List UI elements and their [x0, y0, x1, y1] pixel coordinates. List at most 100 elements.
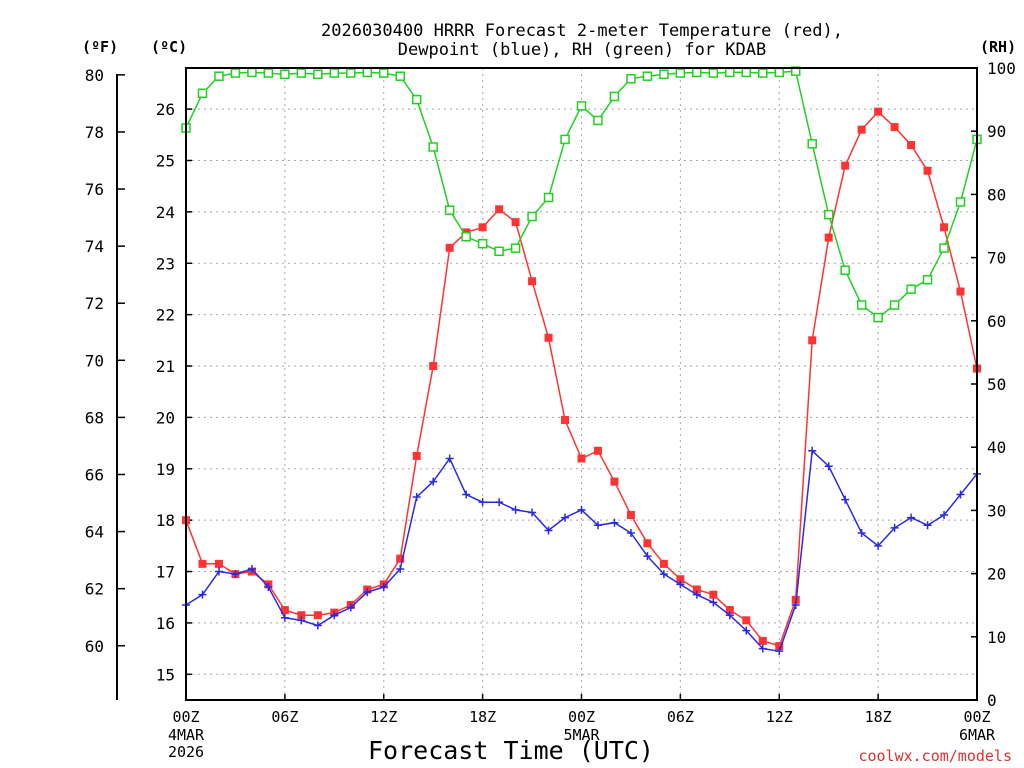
rh-point — [263, 68, 274, 78]
temperature-point — [841, 161, 850, 170]
rh-point — [527, 211, 537, 222]
temperature-point — [676, 575, 685, 584]
temperature-point — [478, 223, 487, 232]
temperature-point — [297, 611, 306, 620]
rh-series — [181, 66, 982, 323]
temperature-point — [511, 218, 520, 227]
temperature-point — [874, 107, 883, 116]
dewpoint-point — [198, 590, 207, 599]
temperature-point — [808, 336, 817, 345]
celsius-tick-label: 24 — [156, 203, 175, 222]
temperature-point — [709, 590, 718, 599]
rh-point — [593, 115, 603, 126]
rh-point — [395, 71, 405, 81]
fahrenheit-tick-label: 76 — [85, 180, 104, 199]
rh-point — [626, 73, 636, 84]
dewpoint-point — [742, 626, 751, 635]
fahrenheit-tick-label: 64 — [85, 523, 104, 542]
dewpoint-point — [445, 454, 454, 463]
rh-point — [889, 300, 900, 310]
temperature-point — [907, 141, 916, 150]
celsius-tick-label: 25 — [156, 151, 175, 170]
fahrenheit-tick-label: 74 — [85, 237, 104, 256]
dewpoint-point — [528, 508, 537, 517]
dewpoint-point — [643, 552, 652, 561]
rh-point — [477, 238, 488, 249]
dewpoint-point — [363, 588, 372, 597]
temperature-point — [692, 585, 701, 594]
rh-point — [362, 67, 373, 78]
rh-point — [411, 94, 422, 105]
rh-point — [543, 192, 554, 203]
rh-tick-label: 70 — [987, 249, 1006, 268]
x-axis-title: Forecast Time (UTC) — [368, 736, 654, 765]
celsius-tick-label: 26 — [156, 100, 175, 119]
date-tick-label: 5MAR — [563, 726, 600, 744]
rh-point — [379, 68, 389, 78]
rh-tick-label: 0 — [987, 691, 997, 710]
rh-point — [840, 265, 850, 275]
dewpoint-point — [297, 616, 306, 625]
temperature-point — [742, 616, 751, 625]
rh-point — [692, 67, 702, 78]
rh-tick-label: 100 — [987, 59, 1016, 78]
temperature-point — [412, 451, 421, 460]
dewpoint-point — [412, 493, 421, 502]
dewpoint-point — [247, 564, 256, 573]
rh-point — [807, 139, 817, 149]
rh-point — [939, 243, 949, 253]
dewpoint-point — [676, 580, 685, 589]
dewpoint-point — [841, 495, 850, 504]
temperature-point — [923, 166, 932, 175]
dewpoint-point — [824, 462, 833, 471]
temperature-point — [198, 559, 207, 568]
rh-point — [642, 71, 653, 81]
time-tick-label: 00Z — [568, 708, 595, 726]
rh-point — [329, 68, 340, 78]
temperature-point — [593, 446, 602, 455]
celsius-tick-label: 23 — [156, 254, 175, 273]
rh-point — [444, 205, 455, 215]
rh-tick-label: 50 — [987, 375, 1006, 394]
rh-point — [214, 71, 224, 81]
fahrenheit-tick-label: 72 — [85, 294, 104, 313]
rh-tick-label: 60 — [987, 312, 1006, 331]
rh-point — [758, 68, 768, 78]
rh-point — [823, 209, 834, 220]
temperature-point — [643, 539, 652, 548]
rh-point — [461, 231, 471, 242]
temperature-point — [659, 559, 668, 568]
fahrenheit-tick-label: 80 — [85, 66, 104, 85]
dewpoint-point — [626, 529, 635, 538]
rh-point — [906, 284, 916, 294]
temperature-line — [185, 110, 978, 647]
temperature-point — [577, 454, 586, 463]
dewpoint-point — [956, 490, 965, 499]
dewpoint-point — [808, 446, 817, 455]
rh-tick-label: 80 — [987, 185, 1006, 204]
rh-tick-label: 30 — [987, 501, 1006, 520]
dewpoint-point — [610, 518, 619, 527]
dewpoint-point — [775, 647, 784, 656]
temperature-point — [857, 125, 866, 134]
time-tick-label: 00Z — [172, 708, 199, 726]
dewpoint-point — [231, 570, 240, 579]
temperature-point — [725, 606, 734, 615]
time-tick-label: 18Z — [469, 708, 496, 726]
fahrenheit-tick-label: 66 — [85, 465, 104, 484]
dewpoint-series — [182, 446, 981, 656]
rh-point — [230, 68, 241, 78]
time-tick-label: 06Z — [271, 708, 298, 726]
dewpoint-point — [940, 511, 949, 520]
dewpoint-point — [709, 598, 718, 607]
dewpoint-point — [659, 570, 668, 579]
temperature-point — [561, 415, 570, 424]
dewpoint-point — [593, 521, 602, 530]
time-tick-label: 18Z — [865, 708, 892, 726]
rh-point — [708, 68, 719, 78]
temperature-point — [610, 477, 619, 486]
fahrenheit-tick-label: 62 — [85, 580, 104, 599]
dewpoint-point — [330, 611, 339, 620]
dewpoint-point — [511, 505, 520, 514]
time-tick-label: 06Z — [667, 708, 694, 726]
